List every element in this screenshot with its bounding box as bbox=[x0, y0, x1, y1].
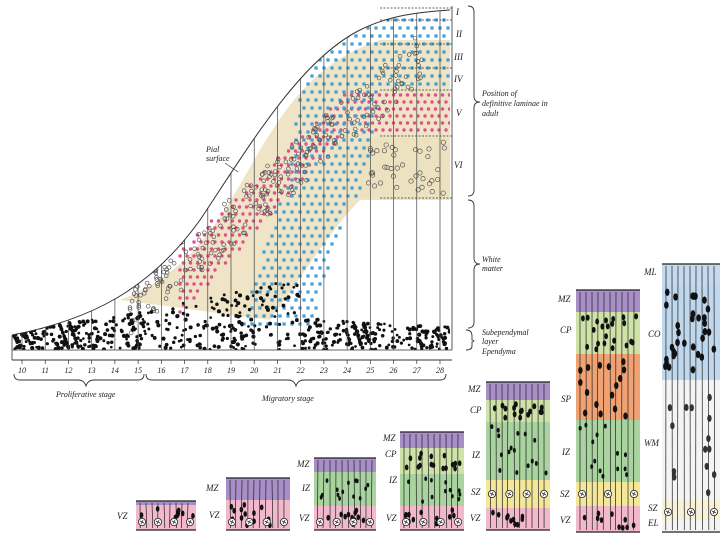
annotation-adult-laminae: Position of definitive laminae in adult bbox=[481, 89, 550, 118]
brace-migratory bbox=[145, 373, 447, 388]
day-tick-23: 23 bbox=[320, 366, 328, 375]
column-6 bbox=[576, 289, 640, 533]
col5-label-sz: SZ bbox=[471, 487, 482, 497]
lamina-label-v: V bbox=[456, 108, 463, 118]
annotation-pial-surface: Pial surface bbox=[205, 145, 230, 163]
col4-label-mz: MZ bbox=[382, 433, 396, 443]
annotation-white-matter: White matter bbox=[482, 255, 504, 273]
col7-label-co: CO bbox=[648, 329, 661, 339]
day-tick-10: 10 bbox=[18, 366, 26, 375]
day-tick-22: 22 bbox=[297, 366, 305, 375]
col7-label-wm: WM bbox=[644, 438, 659, 448]
col6-label-sp: SP bbox=[561, 394, 572, 404]
brace-proliferative bbox=[13, 373, 145, 388]
col6-label-cp: CP bbox=[560, 325, 572, 335]
lamina-label-i: I bbox=[455, 7, 460, 17]
column-4 bbox=[400, 431, 464, 531]
col4-label-vz: VZ bbox=[386, 513, 397, 523]
developmental-columns bbox=[136, 263, 720, 533]
col4-label-iz: IZ bbox=[388, 475, 398, 485]
col5-label-vz: VZ bbox=[470, 513, 481, 523]
col3-label-iz: IZ bbox=[301, 483, 311, 493]
lamina-label-iii: III bbox=[453, 52, 464, 62]
pial-pointer bbox=[224, 162, 239, 173]
day-tick-13: 13 bbox=[88, 366, 96, 375]
col2-label-vz: VZ bbox=[209, 510, 220, 520]
col1-label-vz: VZ bbox=[117, 511, 128, 521]
zone-labels: VZ MZ VZ MZ IZ VZ MZ CP IZ VZ MZ CP IZ S… bbox=[117, 267, 661, 528]
lamina-label-vi: VI bbox=[454, 160, 463, 170]
stage-label-migratory: Migratory stage bbox=[261, 394, 314, 403]
col5-label-cp: CP bbox=[470, 405, 482, 415]
col3-label-mz: MZ bbox=[296, 459, 310, 469]
pial-surface-curve bbox=[11, 9, 451, 336]
day-tick-25: 25 bbox=[366, 366, 374, 375]
annotation-ependyma: Ependyma bbox=[481, 347, 516, 356]
day-tick-21: 21 bbox=[273, 366, 281, 375]
day-tick-15: 15 bbox=[134, 366, 142, 375]
lamina-label-iv: IV bbox=[453, 74, 464, 84]
day-tick-labels: 10 11 12 13 14 15 16 17 18 19 20 21 22 23 24 25 26 27 28 bbox=[18, 360, 444, 375]
day-tick-20: 20 bbox=[250, 366, 258, 375]
day-tick-27: 27 bbox=[413, 366, 422, 375]
stage-label-proliferative: Proliferative stage bbox=[55, 390, 116, 399]
brace-white-matter bbox=[467, 199, 481, 329]
col5-label-iz: IZ bbox=[471, 450, 481, 460]
column-2 bbox=[226, 477, 290, 531]
col6-label-iz: IZ bbox=[561, 447, 571, 457]
day-tick-11: 11 bbox=[42, 366, 49, 375]
col7-label-el: EL bbox=[647, 518, 659, 528]
day-tick-12: 12 bbox=[64, 366, 72, 375]
col6-label-vz: VZ bbox=[560, 515, 571, 525]
column-3 bbox=[314, 457, 376, 531]
brace-adult-laminae bbox=[467, 5, 481, 197]
column-7 bbox=[662, 263, 720, 533]
day-tick-16: 16 bbox=[157, 366, 165, 375]
day-tick-17: 17 bbox=[181, 366, 190, 375]
col7-label-sz: SZ bbox=[648, 503, 659, 513]
day-tick-14: 14 bbox=[111, 366, 119, 375]
lamina-label-ii: II bbox=[455, 29, 463, 39]
col6-label-mz: MZ bbox=[557, 294, 571, 304]
day-tick-26: 26 bbox=[390, 366, 398, 375]
day-tick-28: 28 bbox=[436, 366, 444, 375]
column-5 bbox=[486, 381, 550, 531]
day-tick-18: 18 bbox=[204, 366, 212, 375]
brace-subependymal bbox=[465, 329, 475, 351]
col5-label-mz: MZ bbox=[467, 384, 481, 394]
col2-label-mz: MZ bbox=[205, 483, 219, 493]
day-tick-19: 19 bbox=[227, 366, 235, 375]
col4-label-cp: CP bbox=[385, 449, 397, 459]
open-circle-neurons bbox=[127, 35, 447, 336]
col6-label-sz: SZ bbox=[560, 489, 571, 499]
column-1 bbox=[136, 500, 196, 531]
lamina-boundaries bbox=[11, 6, 453, 360]
col3-label-vz: VZ bbox=[299, 513, 310, 523]
annotation-subependymal-layer: Subependymal layer bbox=[482, 328, 531, 346]
day-tick-24: 24 bbox=[343, 366, 351, 375]
proliferative-cell-dots bbox=[12, 282, 450, 350]
col7-label-ml: ML bbox=[643, 267, 657, 277]
